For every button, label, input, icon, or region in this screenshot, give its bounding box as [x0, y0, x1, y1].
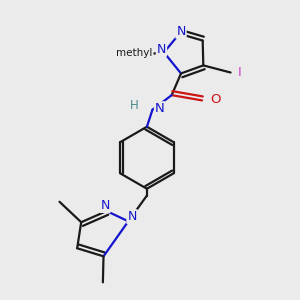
- Text: N: N: [176, 25, 186, 38]
- Text: N: N: [155, 102, 165, 115]
- Text: H: H: [130, 100, 139, 112]
- Text: methyl: methyl: [116, 48, 153, 58]
- Text: methyl: methyl: [52, 197, 57, 199]
- Text: N: N: [157, 43, 166, 56]
- Text: O: O: [210, 93, 220, 106]
- Text: I: I: [237, 66, 241, 79]
- Text: methyl: methyl: [125, 56, 130, 57]
- Text: N: N: [127, 210, 137, 223]
- Text: N: N: [100, 199, 110, 212]
